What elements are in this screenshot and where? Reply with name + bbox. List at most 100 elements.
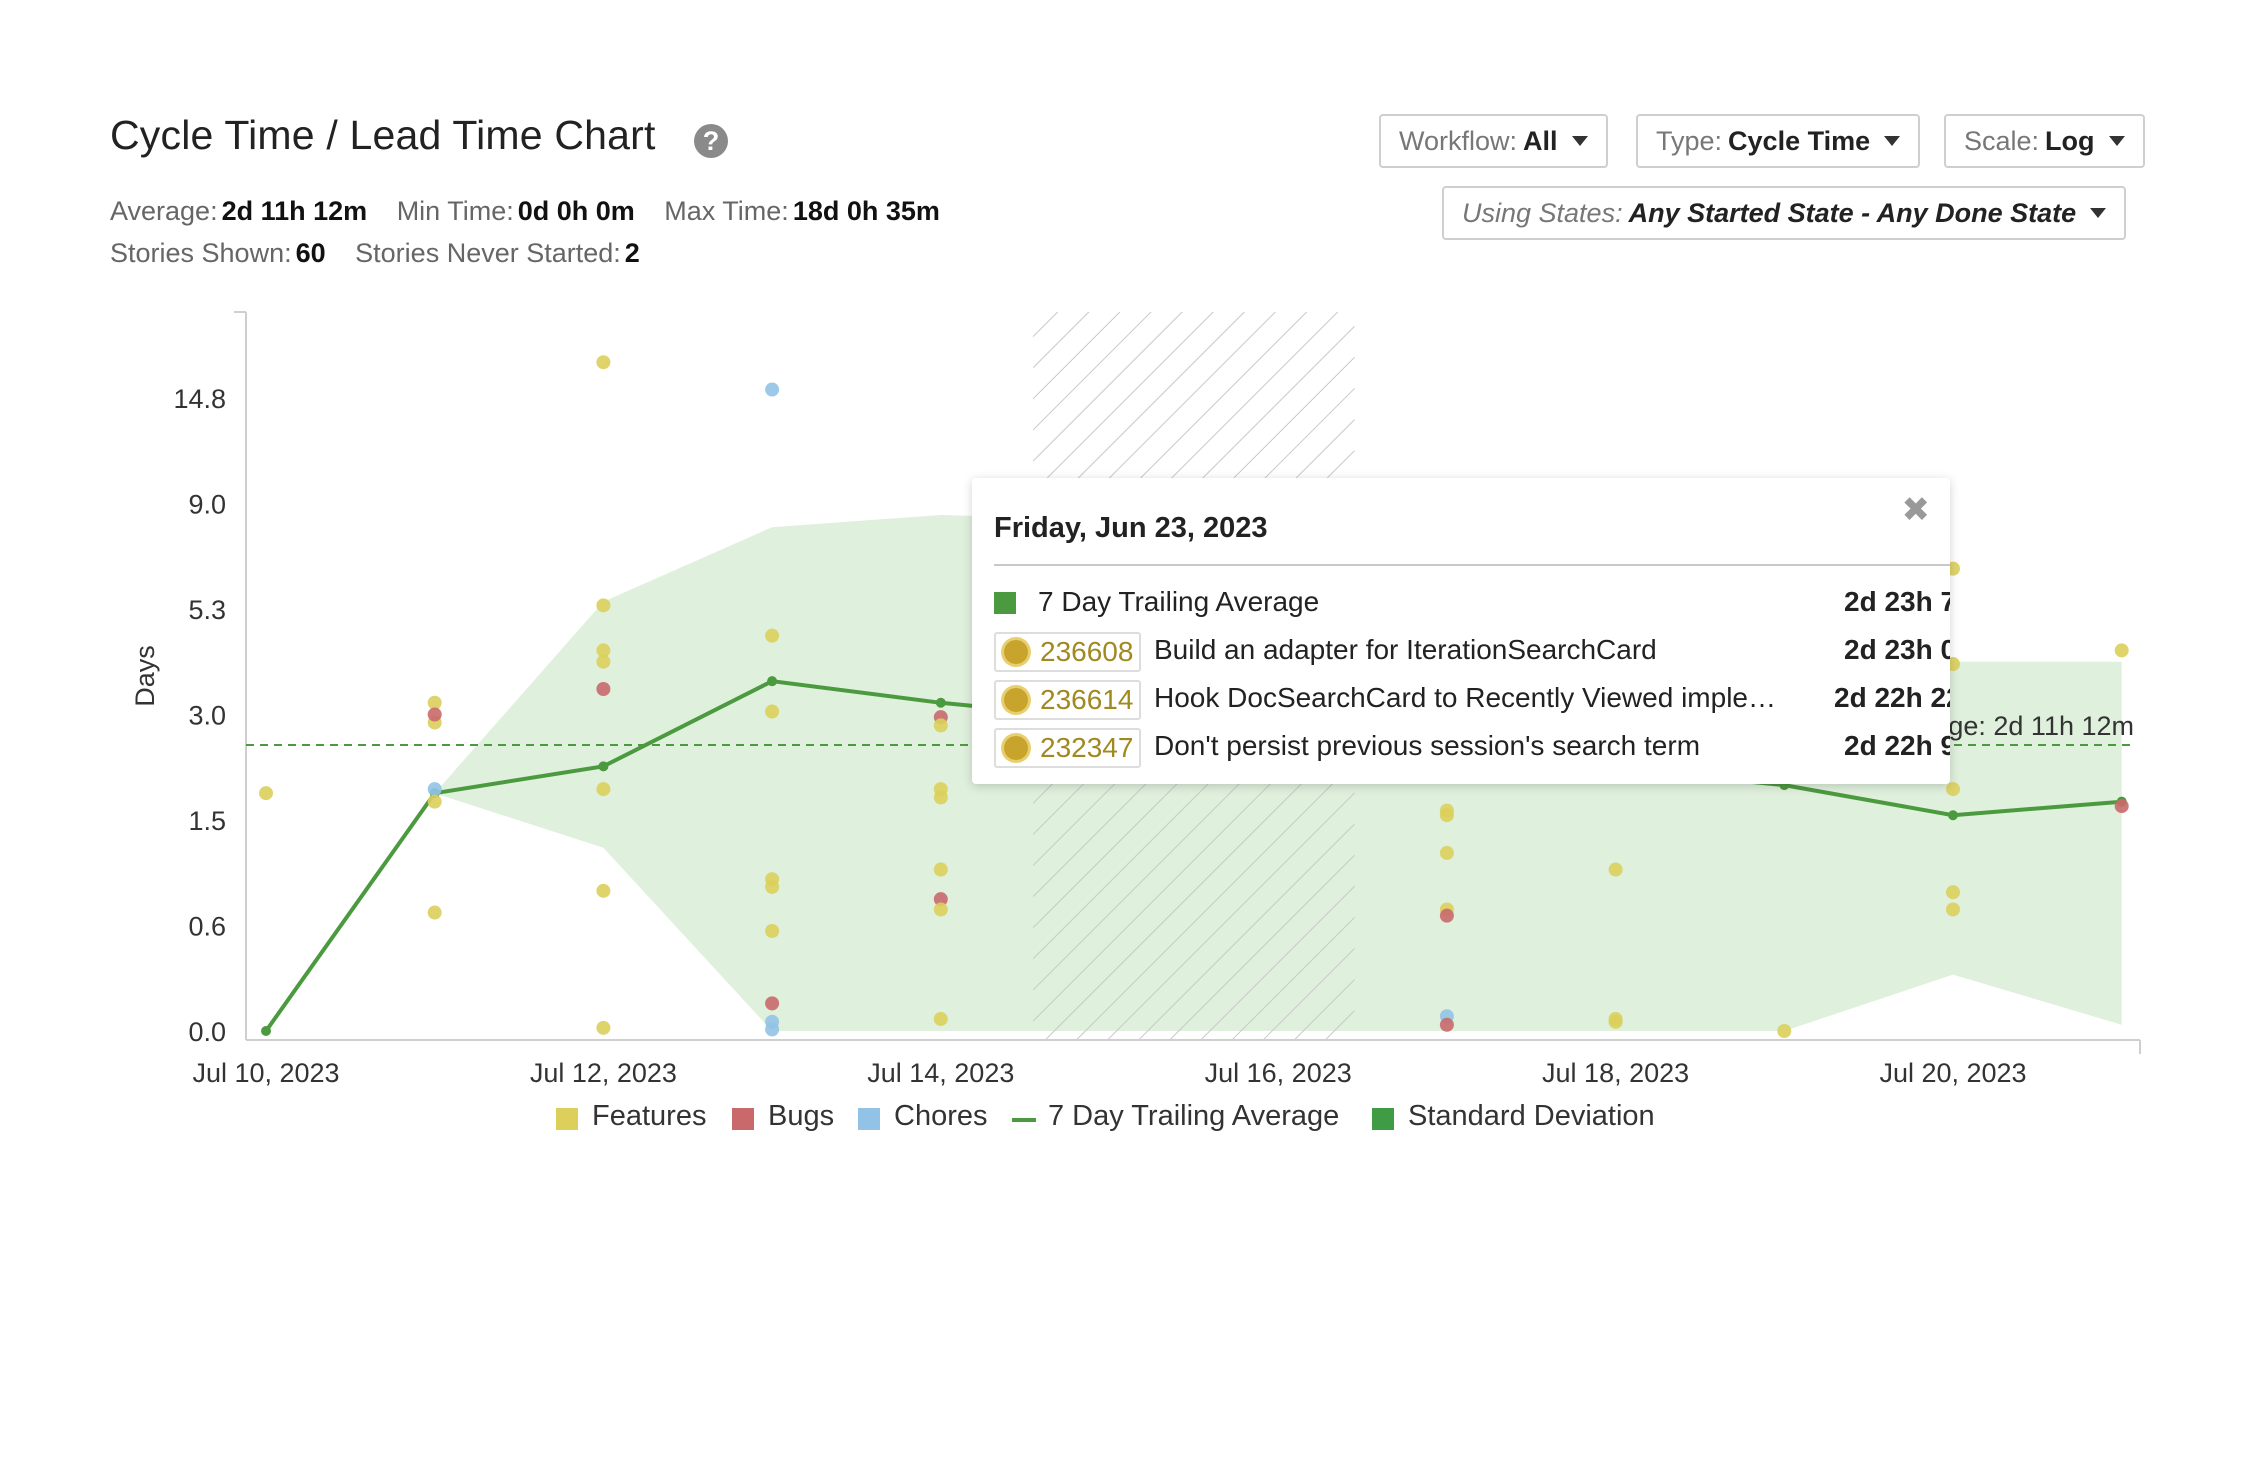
story-point-bug[interactable] <box>933 892 948 907</box>
y-tick-label: 0.6 <box>188 912 226 942</box>
trailing-average-point[interactable] <box>935 697 946 708</box>
x-tick-label: Jul 14, 2023 <box>867 1058 1014 1088</box>
story-point-feature[interactable] <box>596 654 611 669</box>
story-point-feature[interactable] <box>596 355 611 370</box>
x-tick-label: Jul 16, 2023 <box>1205 1058 1352 1088</box>
trailing-average-point[interactable] <box>1948 810 1958 821</box>
stat-shown-value: 60 <box>295 238 326 268</box>
scale-value: Log <box>2045 126 2095 156</box>
story-point-chore[interactable] <box>765 382 780 397</box>
story-point-chore[interactable] <box>765 1022 780 1037</box>
stat-min: Min Time: 0d 0h 0m <box>397 196 635 226</box>
story-time: 2d 23h 0m <box>1844 634 1950 665</box>
story-name: Hook DocSearchCard to Recently Viewed im… <box>1154 682 1776 713</box>
story-point-feature[interactable] <box>427 905 442 920</box>
y-tick-label: 14.8 <box>173 384 226 414</box>
tooltip-average-time: 2d 23h 7m <box>1844 586 1950 617</box>
story-point-feature[interactable] <box>1608 862 1623 877</box>
y-tick-label: 9.0 <box>188 490 226 520</box>
story-point-bug[interactable] <box>2114 799 2129 814</box>
stat-min-label: Min Time: <box>396 196 514 226</box>
y-tick-label: 3.0 <box>188 701 226 731</box>
type-dropdown[interactable]: Type: Cycle Time <box>1636 114 1921 168</box>
tooltip-average-row: 7 Day Trailing Average 2d 23h 7m <box>994 584 1950 624</box>
story-point-feature[interactable] <box>2114 643 2129 658</box>
stats-row-counts: Stories Shown: 60 Stories Never Started: 2 <box>110 238 662 269</box>
story-point-feature[interactable] <box>933 902 948 917</box>
story-id-chip[interactable]: 232347 <box>994 728 1142 768</box>
stat-max-value: 18d 0h 35m <box>792 196 940 226</box>
legend-swatch <box>1372 1108 1394 1130</box>
y-tick-label: 5.3 <box>188 595 226 625</box>
story-id-chip[interactable]: 236614 <box>994 680 1142 720</box>
workflow-value: All <box>1523 126 1558 156</box>
states-value: Any Started State - Any Done State <box>1628 198 2077 228</box>
tooltip-date: Friday, Jun 23, 2023 <box>994 512 1268 544</box>
workflow-dropdown[interactable]: Workflow: All <box>1379 114 1608 168</box>
average-swatch <box>994 592 1016 614</box>
stats-row-times: Average: 2d 11h 12m Min Time: 0d 0h 0m Max… <box>110 196 962 227</box>
story-point-feature[interactable] <box>596 1020 611 1035</box>
tooltip-story-row[interactable]: 236614 Hook DocSearchCard to Recently Vi… <box>994 680 1950 720</box>
story-point-feature[interactable] <box>1777 1024 1792 1038</box>
stat-shown: Stories Shown: 60 <box>110 238 326 268</box>
story-point-feature[interactable] <box>765 879 780 894</box>
story-point-feature[interactable] <box>933 790 948 805</box>
story-point-bug[interactable] <box>765 996 780 1011</box>
trailing-average-point[interactable] <box>767 676 778 687</box>
story-point-feature[interactable] <box>427 794 442 809</box>
story-point-feature[interactable] <box>596 883 611 898</box>
story-point-feature[interactable] <box>1608 1014 1623 1029</box>
story-id: 236614 <box>1040 684 1134 715</box>
tooltip-divider <box>994 564 1950 566</box>
stat-min-value: 0d 0h 0m <box>517 196 635 226</box>
question-circle-icon[interactable]: ? <box>694 124 728 158</box>
stat-shown-label: Stories Shown: <box>110 238 292 268</box>
trailing-average-point[interactable] <box>261 1026 271 1036</box>
story-point-feature[interactable] <box>765 628 780 643</box>
story-point-feature[interactable] <box>1439 845 1454 860</box>
trailing-average-point[interactable] <box>598 761 609 772</box>
scale-dropdown[interactable]: Scale: Log <box>1944 114 2145 168</box>
states-dropdown[interactable]: Using States: Any Started State - Any Don… <box>1442 186 2127 240</box>
legend-swatch <box>1012 1118 1036 1122</box>
story-point-bug[interactable] <box>427 707 442 722</box>
story-point-chore[interactable] <box>427 782 442 797</box>
legend-swatch <box>556 1108 578 1130</box>
story-point-feature[interactable] <box>933 718 948 733</box>
stat-never-label: Stories Never Started: <box>355 238 621 268</box>
stat-never-value: 2 <box>624 238 640 268</box>
stat-never-started: Stories Never Started: 2 <box>355 238 640 268</box>
story-id: 236608 <box>1040 636 1134 667</box>
story-point-feature[interactable] <box>596 643 611 658</box>
chevron-down-icon <box>1571 135 1588 146</box>
feature-badge-icon <box>1004 640 1028 664</box>
y-tick-label: 1.5 <box>188 806 226 836</box>
story-point-bug[interactable] <box>596 681 611 696</box>
feature-badge-icon <box>1004 688 1028 712</box>
story-point-feature[interactable] <box>1946 902 1960 917</box>
story-point-feature[interactable] <box>765 923 780 938</box>
story-point-feature[interactable] <box>596 598 611 613</box>
scale-label: Scale: <box>1964 126 2040 156</box>
story-id-chip[interactable]: 236608 <box>994 632 1142 672</box>
states-label: Using States: <box>1462 198 1623 228</box>
story-time: 2d 22h 22m <box>1834 682 1950 713</box>
story-point-bug[interactable] <box>1439 1017 1454 1032</box>
stat-average: Average: 2d 11h 12m <box>110 196 367 226</box>
story-point-feature[interactable] <box>427 695 442 710</box>
story-point-feature[interactable] <box>259 786 273 801</box>
story-point-feature[interactable] <box>933 862 948 877</box>
story-point-feature[interactable] <box>596 782 611 797</box>
story-point-feature[interactable] <box>933 1011 948 1026</box>
story-point-feature[interactable] <box>1946 885 1960 900</box>
story-point-feature[interactable] <box>765 704 780 719</box>
story-point-feature[interactable] <box>1439 808 1454 823</box>
story-point-bug[interactable] <box>1439 908 1454 923</box>
tooltip-story-row[interactable]: 232347 Don't persist previous session's … <box>994 728 1950 768</box>
close-x-icon[interactable]: ✖ <box>1901 491 1931 529</box>
x-tick-label: Jul 12, 2023 <box>530 1058 677 1088</box>
tooltip-story-row[interactable]: 236608 Build an adapter for IterationSea… <box>994 632 1950 672</box>
story-point-feature[interactable] <box>1946 782 1960 797</box>
